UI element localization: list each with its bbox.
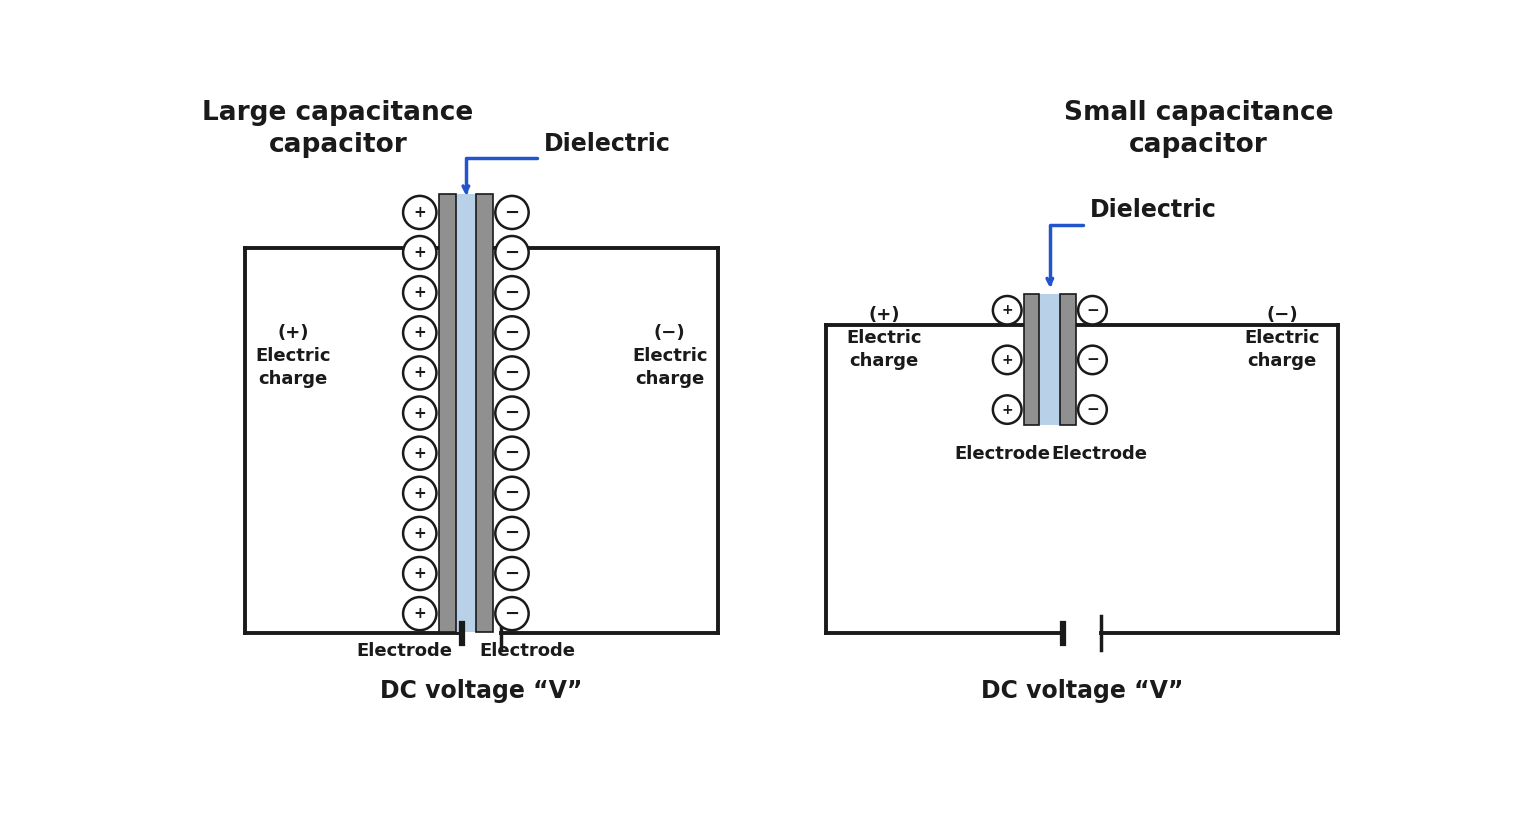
Text: (−)
Electric
charge: (−) Electric charge [632, 324, 708, 388]
Text: +: + [414, 606, 426, 621]
Circle shape [403, 356, 436, 390]
Text: −: − [505, 204, 519, 222]
Circle shape [496, 437, 528, 470]
Circle shape [403, 517, 436, 550]
Circle shape [496, 477, 528, 510]
Text: +: + [414, 446, 426, 461]
Circle shape [993, 345, 1021, 374]
Circle shape [496, 316, 528, 349]
Text: (−)
Electric
charge: (−) Electric charge [1244, 306, 1320, 370]
Text: +: + [1001, 353, 1013, 367]
Text: +: + [1001, 403, 1013, 417]
Text: −: − [1087, 402, 1099, 417]
Text: +: + [414, 205, 426, 220]
Text: −: − [1087, 353, 1099, 368]
Text: −: − [505, 564, 519, 583]
Text: +: + [414, 486, 426, 501]
Text: −: − [1087, 302, 1099, 318]
Text: DC voltage “V”: DC voltage “V” [380, 679, 583, 703]
Text: Large capacitance
capacitor: Large capacitance capacitor [203, 100, 473, 158]
Text: +: + [414, 245, 426, 260]
Text: Electrode: Electrode [1051, 445, 1148, 462]
Circle shape [496, 236, 528, 269]
Circle shape [993, 296, 1021, 325]
Bar [1024, 294, 1039, 425]
Text: −: − [505, 364, 519, 382]
Circle shape [403, 236, 436, 269]
Bar [439, 194, 456, 632]
Text: Dielectric: Dielectric [543, 133, 670, 157]
Text: DC voltage “V”: DC voltage “V” [981, 679, 1183, 703]
Text: +: + [414, 566, 426, 581]
Text: +: + [414, 365, 426, 381]
Circle shape [403, 557, 436, 590]
Text: (+)
Electric
charge: (+) Electric charge [255, 324, 331, 388]
Circle shape [403, 316, 436, 349]
Bar [1061, 294, 1076, 425]
Bar [456, 194, 476, 632]
Text: Electrode: Electrode [357, 643, 453, 661]
Text: −: − [505, 444, 519, 462]
Circle shape [496, 196, 528, 229]
Circle shape [403, 196, 436, 229]
Text: −: − [505, 524, 519, 542]
Text: (+)
Electric
charge: (+) Electric charge [847, 306, 922, 370]
Text: −: − [505, 283, 519, 302]
Circle shape [1079, 345, 1106, 374]
Circle shape [496, 276, 528, 309]
Circle shape [403, 437, 436, 470]
Circle shape [496, 396, 528, 429]
Text: +: + [414, 526, 426, 541]
Circle shape [403, 477, 436, 510]
Text: −: − [505, 324, 519, 342]
Text: Dielectric: Dielectric [1090, 198, 1216, 222]
Text: −: − [505, 404, 519, 422]
Text: −: − [505, 605, 519, 623]
Circle shape [1079, 296, 1106, 325]
Text: Electrode: Electrode [479, 643, 575, 661]
Text: −: − [505, 485, 519, 503]
Circle shape [496, 557, 528, 590]
Bar [476, 194, 493, 632]
Circle shape [403, 597, 436, 630]
Circle shape [993, 396, 1021, 424]
Text: +: + [414, 325, 426, 340]
Text: +: + [1001, 303, 1013, 317]
Text: +: + [414, 405, 426, 420]
Bar [1039, 294, 1061, 425]
Circle shape [1079, 396, 1106, 424]
Circle shape [403, 276, 436, 309]
Text: −: − [505, 244, 519, 261]
Circle shape [496, 597, 528, 630]
Circle shape [496, 517, 528, 550]
Text: +: + [414, 285, 426, 300]
Text: Electrode: Electrode [954, 445, 1050, 462]
Text: Small capacitance
capacitor: Small capacitance capacitor [1064, 100, 1334, 158]
Circle shape [496, 356, 528, 390]
Circle shape [403, 396, 436, 429]
